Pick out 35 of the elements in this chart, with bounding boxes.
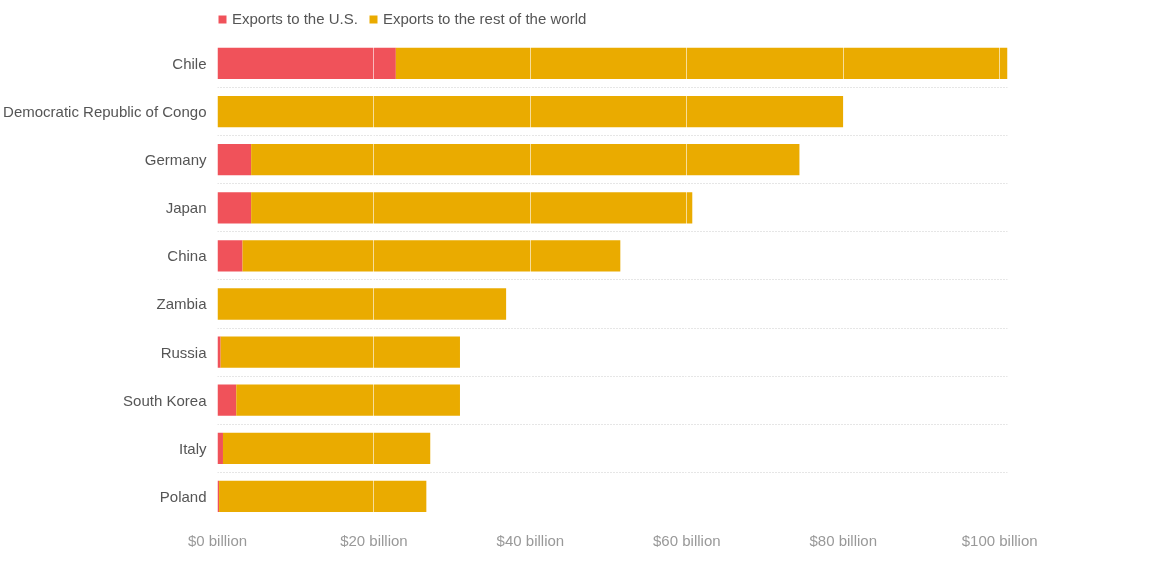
bar (217, 288, 507, 320)
bar (251, 144, 800, 176)
bar (219, 480, 427, 513)
bar (217, 47, 396, 80)
bar (217, 192, 252, 224)
x-tick-label: $20 billion (340, 531, 408, 549)
y-tick-label: Poland (159, 487, 207, 505)
bar (251, 192, 693, 224)
bar (217, 144, 252, 176)
y-tick-label: Russia (160, 343, 208, 361)
bar (222, 432, 431, 464)
x-tick-label: $60 billion (653, 531, 721, 549)
bar (217, 432, 223, 464)
bar (242, 240, 621, 272)
bar (217, 240, 243, 272)
bar (217, 95, 844, 128)
y-tick-label: Democratic Republic of Congo (3, 103, 207, 121)
y-tick-label: Japan (165, 199, 207, 217)
legend-label: Exports to the U.S. (232, 10, 358, 27)
bar (236, 384, 460, 416)
bar (217, 336, 221, 368)
x-tick-label: $80 billion (809, 531, 878, 549)
y-tick-label: Chile (172, 54, 207, 72)
x-tick-label: $0 billion (187, 531, 248, 549)
x-tick-label: $40 billion (496, 531, 565, 549)
legend-label: Exports to the rest of the world (382, 10, 587, 27)
y-tick-label: China (167, 247, 208, 265)
x-tick-label: $100 billion (961, 531, 1038, 549)
bar (217, 384, 237, 416)
y-tick-label: Italy (178, 439, 207, 457)
y-tick-label: Germany (144, 151, 207, 169)
y-tick-label: South Korea (123, 391, 208, 409)
bar (220, 336, 460, 368)
y-tick-label: Zambia (156, 295, 208, 313)
bar (395, 47, 1008, 80)
